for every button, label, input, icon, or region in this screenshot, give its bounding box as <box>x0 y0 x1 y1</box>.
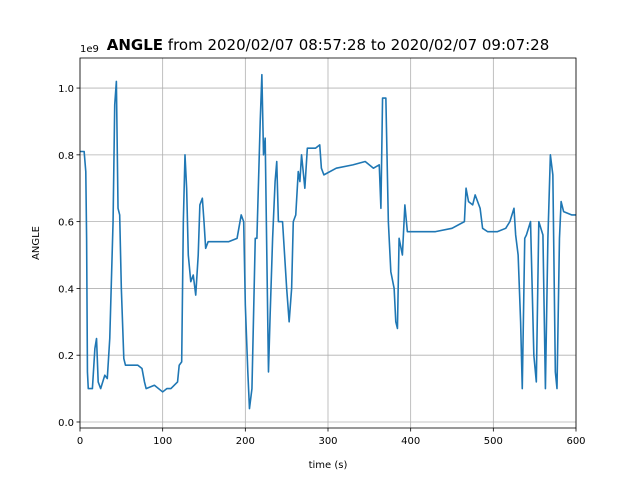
x-tick-label: 200 <box>236 436 255 447</box>
title-bold: ANGLE <box>107 36 163 54</box>
y-offset-text: 1e9 <box>80 44 99 55</box>
y-tick-label: 0.6 <box>58 218 74 229</box>
y-tick-label: 0.2 <box>58 351 74 362</box>
x-tick-label: 600 <box>566 436 585 447</box>
y-axis-label: ANGLE <box>31 226 42 260</box>
title-rest: from 2020/02/07 08:57:28 to 2020/02/07 0… <box>168 36 549 54</box>
x-axis-label: time (s) <box>309 460 348 471</box>
plot-frame <box>79 57 577 429</box>
data-line <box>80 73 576 410</box>
chart-title: ANGLE from 2020/02/07 08:57:28 to 2020/0… <box>107 36 550 54</box>
x-tick-label: 0 <box>77 436 83 447</box>
y-tick-label: 0.0 <box>58 418 74 429</box>
x-tick-label: 400 <box>401 436 420 447</box>
y-tick-label: 0.8 <box>58 151 74 162</box>
x-tick-label: 300 <box>318 436 337 447</box>
x-tick-label: 100 <box>153 436 172 447</box>
y-tick-label: 0.4 <box>58 284 74 295</box>
x-tick-label: 500 <box>484 436 503 447</box>
y-tick-label: 1.0 <box>58 84 74 95</box>
